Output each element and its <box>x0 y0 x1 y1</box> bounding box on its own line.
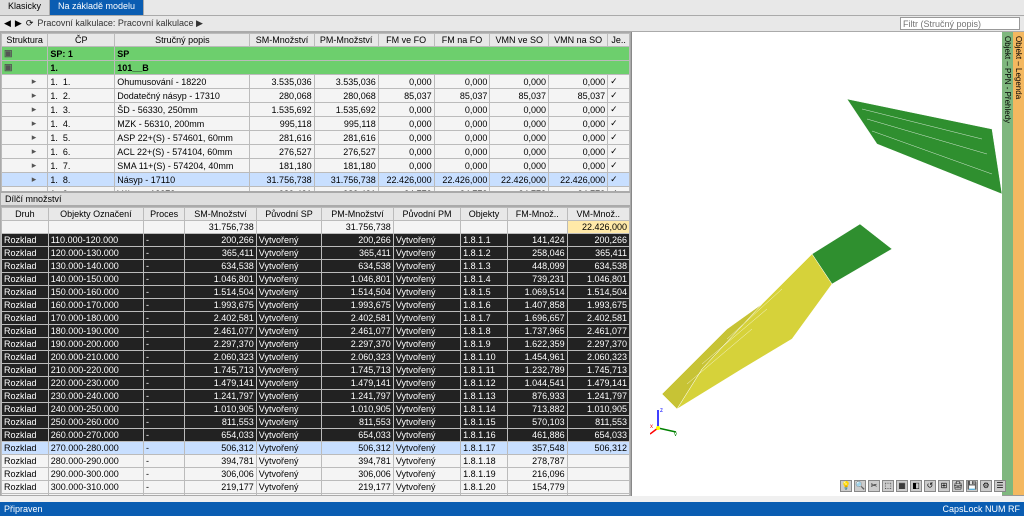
svg-text:x: x <box>650 424 653 430</box>
nav-fwd-icon[interactable]: ▶ <box>15 18 22 29</box>
column-header[interactable]: SM-Množství <box>185 208 257 221</box>
lower-panel-title: Dílčí množství <box>0 192 631 206</box>
breadcrumb: Pracovní kalkulace: Pracovní kalkulace ▶ <box>37 18 203 29</box>
nav-back-icon[interactable]: ◀ <box>4 18 11 29</box>
viz-tool-icon[interactable]: ⬚ <box>882 480 894 492</box>
filter-input[interactable] <box>900 17 1020 30</box>
table-row[interactable]: Rozklad310.000-320.000-149,553Vytvořený1… <box>2 494 630 497</box>
column-header[interactable]: Objekty Označení <box>48 208 143 221</box>
svg-text:y: y <box>674 432 677 436</box>
table-row[interactable]: Rozklad300.000-310.000-219,177Vytvořený2… <box>2 481 630 494</box>
column-header[interactable]: Objekty <box>461 208 508 221</box>
tab-model[interactable]: Na základě modelu <box>50 0 144 15</box>
column-header[interactable]: Původní PM <box>393 208 460 221</box>
column-header[interactable]: FM-Množ.. <box>507 208 567 221</box>
table-row[interactable]: Rozklad270.000-280.000-506,312Vytvořený5… <box>2 442 630 455</box>
toolbar: ◀ ▶ ⟳ Pracovní kalkulace: Pracovní kalku… <box>0 16 1024 32</box>
viz-tool-icon[interactable]: ↺ <box>924 480 936 492</box>
column-header[interactable]: PM-Množství <box>322 208 394 221</box>
viz-tool-icon[interactable]: 💾 <box>966 480 978 492</box>
column-header[interactable]: SM-Množství <box>250 34 314 47</box>
viz-tool-icon[interactable]: 🖨 <box>952 480 964 492</box>
table-row[interactable]: Rozklad180.000-190.000-2.461,077Vytvořen… <box>2 325 630 338</box>
group-row[interactable]: ▣SP: 1SP <box>2 47 630 61</box>
viz-tool-icon[interactable]: ⚙ <box>980 480 992 492</box>
viz-tool-icon[interactable]: ◧ <box>910 480 922 492</box>
table-row[interactable]: ▸1. 4.MZK - 56310, 200mm995,118995,1180,… <box>2 117 630 131</box>
table-row[interactable]: ▸1. 7.SMA 11+(S) - 574204, 40mm181,18018… <box>2 159 630 173</box>
group-row[interactable]: ▣1.101__B <box>2 61 630 75</box>
column-header[interactable]: Struktura <box>2 34 48 47</box>
column-header[interactable]: VMN na SO <box>549 34 608 47</box>
status-right: CapsLock NUM RF <box>942 504 1020 514</box>
statusbar: Připraven CapsLock NUM RF <box>0 502 1024 516</box>
table-row[interactable]: ▸1. 6.ACL 22+(S) - 574104, 60mm276,52727… <box>2 145 630 159</box>
table-row[interactable]: Rozklad190.000-200.000-2.297,370Vytvořen… <box>2 338 630 351</box>
column-header[interactable]: Původní SP <box>256 208 321 221</box>
column-header[interactable]: Proces <box>144 208 185 221</box>
viz-tool-icon[interactable]: ▦ <box>896 480 908 492</box>
side-tab-legend[interactable]: Objekt – Legenda <box>1013 32 1024 496</box>
table-row[interactable]: ▸1. 3.ŠD - 56330, 250mm1.535,6921.535,69… <box>2 103 630 117</box>
column-header[interactable]: Je.. <box>608 34 630 47</box>
table-row[interactable]: Rozklad110.000-120.000-200,266Vytvořený2… <box>2 234 630 247</box>
side-tab-ppn[interactable]: Objekt – PPN - Přehledy <box>1002 32 1013 496</box>
column-header[interactable]: VM-Množ.. <box>567 208 629 221</box>
summary-row: 31.756,73831.756,73822.426,000 <box>2 221 630 234</box>
right-side-tabs[interactable]: Objekt – Legenda Objekt – PPN - Přehledy <box>1012 32 1024 496</box>
table-row[interactable]: ▸1. 1.Ohumusování - 182203.535,0363.535,… <box>2 75 630 89</box>
viz-tool-icon[interactable]: 💡 <box>840 480 852 492</box>
table-row[interactable]: Rozklad120.000-130.000-365,411Vytvořený3… <box>2 247 630 260</box>
table-row[interactable]: Rozklad210.000-220.000-1.745,713Vytvořen… <box>2 364 630 377</box>
table-row[interactable]: Rozklad200.000-210.000-2.060,323Vytvořen… <box>2 351 630 364</box>
viz-tool-icon[interactable]: 🔍 <box>854 480 866 492</box>
table-row[interactable]: Rozklad150.000-160.000-1.514,504Vytvořen… <box>2 286 630 299</box>
table-row[interactable]: Rozklad290.000-300.000-306,006Vytvořený3… <box>2 468 630 481</box>
table-row[interactable]: Rozklad250.000-260.000-811,553Vytvořený8… <box>2 416 630 429</box>
tab-klasicky[interactable]: Klasicky <box>0 0 50 15</box>
viz-tool-icon[interactable]: ✂ <box>868 480 880 492</box>
table-row[interactable]: Rozklad160.000-170.000-1.993,675Vytvořen… <box>2 299 630 312</box>
table-row[interactable]: ▸1. 8.Násyp - 1711031.756,73831.756,7382… <box>2 173 630 187</box>
column-header[interactable]: FM ve FO <box>378 34 434 47</box>
top-tabs: Klasicky Na základě modelu <box>0 0 1024 16</box>
table-row[interactable]: Rozklad280.000-290.000-394,781Vytvořený3… <box>2 455 630 468</box>
axis-gizmo-icon: z y x <box>650 406 680 436</box>
table-row[interactable]: Rozklad140.000-150.000-1.046,801Vytvořen… <box>2 273 630 286</box>
column-header[interactable]: Druh <box>2 208 49 221</box>
table-row[interactable]: Rozklad170.000-180.000-2.402,581Vytvořen… <box>2 312 630 325</box>
table-row[interactable]: Rozklad240.000-250.000-1.010,905Vytvořen… <box>2 403 630 416</box>
viz-tool-icon[interactable]: ☰ <box>994 480 1006 492</box>
column-header[interactable]: ČP <box>48 34 115 47</box>
table-row[interactable]: Rozklad260.000-270.000-654,033Vytvořený6… <box>2 429 630 442</box>
table-row[interactable]: Rozklad230.000-240.000-1.241,797Vytvořen… <box>2 390 630 403</box>
table-row[interactable]: Rozklad130.000-140.000-634,538Vytvořený6… <box>2 260 630 273</box>
column-header[interactable]: VMN ve SO <box>490 34 549 47</box>
svg-text:z: z <box>660 408 663 414</box>
table-row[interactable]: ▸1. 2.Dodatečný násyp - 17310280,068280,… <box>2 89 630 103</box>
table-row[interactable]: ▸1. 5.ASP 22+(S) - 574601, 60mm281,61628… <box>2 131 630 145</box>
viz-toolbar: 💡 🔍 ✂ ⬚ ▦ ◧ ↺ ⊞ 🖨 💾 ⚙ ☰ <box>840 480 1006 492</box>
column-header[interactable]: PM-Množství <box>314 34 378 47</box>
viz-canvas[interactable]: z y x <box>632 32 1012 496</box>
main-grid[interactable]: StrukturaČPStručný popisSM-MnožstvíPM-Mn… <box>0 32 631 192</box>
viz-tool-icon[interactable]: ⊞ <box>938 480 950 492</box>
table-row[interactable]: Rozklad220.000-230.000-1.479,141Vytvořen… <box>2 377 630 390</box>
column-header[interactable]: Stručný popis <box>115 34 250 47</box>
column-header[interactable]: FM na FO <box>434 34 490 47</box>
status-left: Připraven <box>4 504 43 514</box>
detail-grid[interactable]: DruhObjekty OznačeníProcesSM-MnožstvíPův… <box>0 206 631 496</box>
nav-refresh-icon[interactable]: ⟳ <box>26 18 34 29</box>
